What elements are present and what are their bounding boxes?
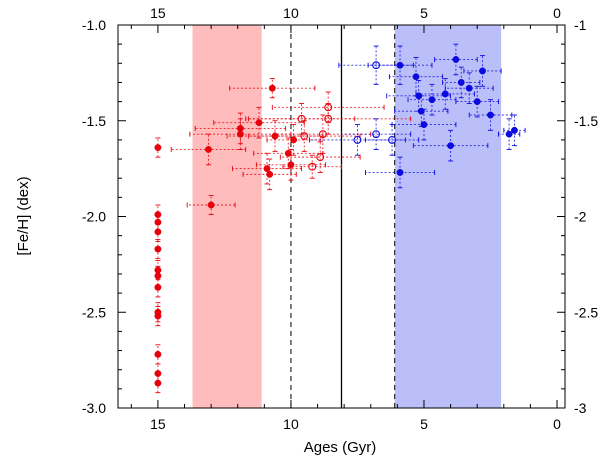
series-0-point-14	[207, 201, 215, 209]
x-tick-label-top-1: 10	[283, 5, 299, 21]
series-0-point-5	[154, 266, 162, 274]
series-1-point-16	[473, 98, 481, 106]
series-1-point-12	[447, 142, 455, 150]
series-0-point-29	[318, 130, 327, 139]
series-1-point-11	[441, 90, 449, 98]
y-tick-label-left-0: -1.0	[82, 17, 106, 33]
series-1-point-20	[510, 126, 518, 134]
series-1-point-5	[396, 169, 404, 176]
shaded-band-0	[192, 25, 262, 408]
y-axis-label: [Fe/H] (dex)	[15, 176, 32, 255]
x-tick-label-top-0: 15	[150, 5, 166, 21]
y-tick-label-right-4: -3	[574, 400, 587, 416]
series-0-point-2	[154, 218, 162, 226]
data-points	[154, 56, 518, 387]
series-0-point-19	[266, 170, 274, 178]
series-0-point-9	[154, 312, 162, 320]
x-axis-label: Ages (Gyr)	[304, 439, 377, 456]
series-1-point-19	[505, 130, 513, 138]
x-tick-label-bottom-0: 15	[150, 416, 166, 432]
y-tick-label-right-3: -2.5	[574, 304, 598, 320]
shaded-bands	[192, 25, 502, 408]
series-0-point-3	[154, 228, 162, 236]
series-0-point-28	[316, 153, 325, 162]
series-1-point-18	[487, 111, 494, 119]
x-tick-label-top-3: 0	[553, 5, 561, 21]
series-0-point-22	[284, 149, 292, 157]
series-1-point-7	[415, 92, 423, 100]
series-1-point-14	[457, 79, 465, 86]
y-tick-label-left-3: -2.5	[82, 304, 106, 320]
series-0-point-26	[300, 132, 309, 141]
series-0-point-31	[324, 103, 333, 112]
series-0-point-7	[154, 283, 162, 291]
series-1-point-2	[353, 135, 362, 144]
y-tick-label-right-1: -1.5	[574, 113, 598, 129]
series-0-point-16	[236, 130, 244, 138]
axis-tick-labels: 15 10 5 0 15 10 5 0 -1.0 -1.5 -2.0 -2.5 -3.0 -1 -1.5 -2…	[82, 5, 598, 432]
series-0-point-6	[154, 272, 162, 280]
series-0-point-18	[263, 165, 271, 173]
series-0-point-23	[287, 161, 295, 169]
series-1-point-8	[417, 107, 425, 115]
series-1-point-0	[372, 61, 381, 70]
reference-lines	[290, 25, 396, 408]
y-tick-label-right-2: -2	[574, 209, 587, 225]
series-0-point-1	[154, 211, 162, 219]
series-0-point-27	[308, 162, 317, 171]
series-1-point-15	[465, 84, 473, 92]
axis-ticks	[118, 24, 565, 409]
series-1-point-1	[372, 130, 381, 139]
series-0-point-17	[255, 119, 263, 127]
series-1-point-3	[388, 135, 397, 144]
series-0-point-15	[236, 124, 244, 132]
series-1-point-9	[420, 121, 428, 129]
y-tick-label-right-0: -1	[574, 17, 587, 33]
x-tick-label-bottom-3: 0	[553, 416, 561, 432]
series-1-point-13	[452, 56, 460, 63]
x-tick-label-bottom-2: 5	[420, 416, 428, 432]
series-0-point-25	[297, 114, 306, 123]
series-0-point-13	[205, 146, 212, 153]
series-0-point-0	[154, 144, 162, 152]
series-0-point-12	[154, 379, 162, 387]
shaded-band-1	[394, 25, 502, 408]
x-tick-label-top-2: 5	[420, 5, 428, 21]
y-tick-label-left-1: -1.5	[82, 113, 106, 129]
series-1-point-17	[479, 67, 486, 75]
y-tick-label-left-4: -3.0	[82, 400, 106, 416]
series-0-point-20	[268, 84, 276, 92]
series-0-point-30	[324, 114, 333, 123]
series-1-point-4	[396, 61, 404, 69]
series-1-point-6	[412, 73, 420, 81]
series-0-point-4	[154, 245, 162, 253]
series-0-point-11	[154, 370, 162, 377]
x-tick-label-bottom-1: 10	[283, 416, 299, 432]
series-0-point-24	[290, 136, 298, 144]
series-1-point-10	[428, 96, 436, 104]
y-tick-label-left-2: -2.0	[82, 209, 106, 225]
series-0-point-10	[154, 350, 162, 358]
series-0-point-21	[271, 132, 279, 140]
